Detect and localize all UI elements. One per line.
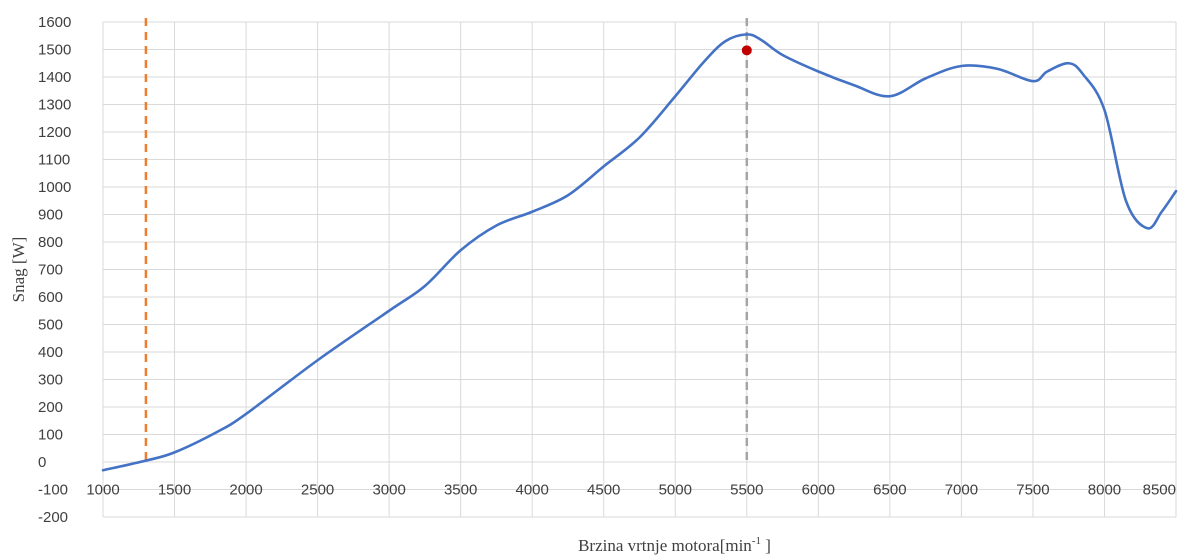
- x-tick-labels: 1000 1500 2000 2500 3000 3500 4000 4500 5000 5500…: [86, 482, 1176, 499]
- x-tick-label: 2000: [229, 482, 262, 499]
- y-tick-label: -200: [38, 509, 68, 526]
- y-tick-label: 1100: [38, 152, 70, 169]
- x-tick-label: 7000: [945, 482, 978, 499]
- series-layer: [101, 33, 1178, 472]
- y-tick-label: 1500: [38, 42, 71, 59]
- y-tick-label: 500: [38, 317, 63, 334]
- y-tick-label: 700: [38, 262, 63, 279]
- reference-lines: [144, 18, 749, 462]
- x-tick-label: 6000: [802, 482, 835, 499]
- x-tick-label: 4500: [587, 482, 620, 499]
- y-axis-title: Snag [W]: [9, 237, 28, 303]
- x-axis-title-close: ]: [761, 536, 771, 555]
- y-tick-label: 1200: [38, 124, 71, 141]
- x-tick-label: 3500: [444, 482, 477, 499]
- x-axis-title: Brzina vrtnje motora[min-1 ]: [578, 535, 771, 555]
- x-tick-label: 5500: [730, 482, 763, 499]
- x-tick-label: 4000: [516, 482, 549, 499]
- peak-marker-point: [741, 45, 752, 56]
- x-tick-label: 2500: [301, 482, 334, 499]
- x-tick-label: 1500: [158, 482, 191, 499]
- y-tick-labels: -200 -100 0 100 200 300 400 500 600 700 800 900 1000…: [38, 14, 71, 526]
- y-tick-label: 1300: [38, 97, 71, 114]
- x-tick-label: 6500: [873, 482, 906, 499]
- y-tick-label: 400: [38, 344, 63, 361]
- y-tick-label: -100: [38, 482, 68, 499]
- y-tick-label: 1400: [38, 69, 71, 86]
- grid: [102, 21, 1177, 518]
- y-tick-label: 0: [38, 454, 46, 471]
- y-tick-label: 600: [38, 289, 63, 306]
- y-tick-label: 1000: [38, 179, 71, 196]
- x-tick-label: 1000: [86, 482, 119, 499]
- x-tick-label: 7500: [1016, 482, 1049, 499]
- x-tick-label: 3000: [372, 482, 405, 499]
- x-tick-label: 8500: [1143, 482, 1176, 499]
- power-series-line: [101, 33, 1178, 472]
- y-tick-label: 200: [38, 399, 63, 416]
- x-axis-title-superscript: -1: [752, 535, 761, 547]
- y-tick-label: 800: [38, 234, 63, 251]
- y-tick-label: 1600: [38, 14, 71, 31]
- y-tick-label: 300: [38, 372, 63, 389]
- markers: [741, 45, 752, 56]
- x-axis-title-main: Brzina vrtnje motora[min: [578, 536, 752, 555]
- x-tick-label: 5000: [659, 482, 692, 499]
- y-tick-label: 900: [38, 207, 63, 224]
- y-tick-label: 100: [38, 427, 63, 444]
- x-tick-label: 8000: [1088, 482, 1121, 499]
